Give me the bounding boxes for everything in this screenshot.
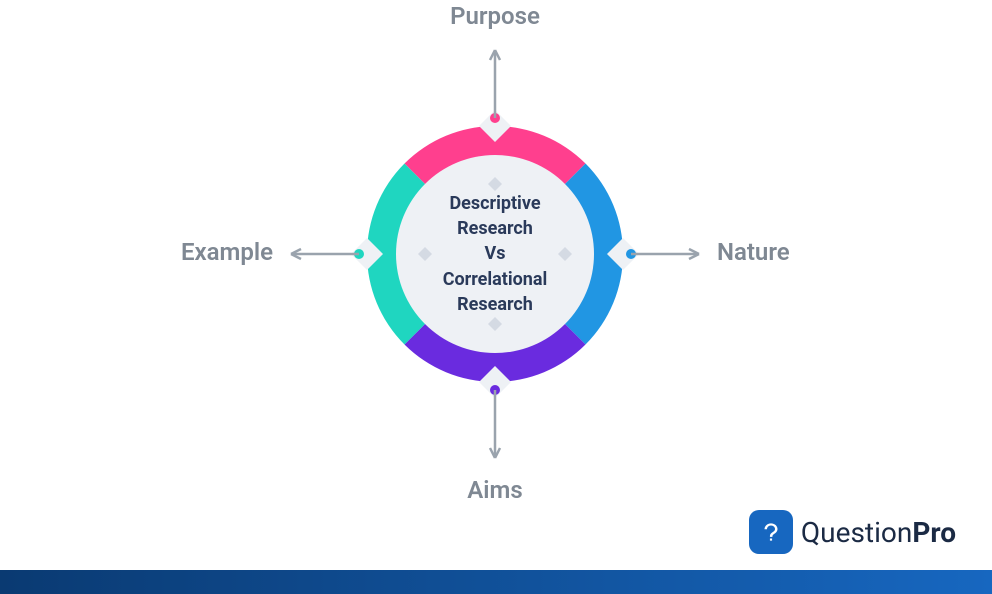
logo-text-bold: Pro xyxy=(912,516,956,549)
arrow-left xyxy=(281,244,369,264)
center-line-4: Correlational xyxy=(443,267,548,292)
question-mark-icon xyxy=(758,519,784,545)
center-line-5: Research xyxy=(443,292,548,317)
label-example: Example xyxy=(181,238,273,266)
diamond-left xyxy=(418,247,432,261)
arrow-top xyxy=(485,40,505,128)
label-aims: Aims xyxy=(435,476,555,504)
bottom-bar xyxy=(0,570,992,594)
logo: QuestionPro xyxy=(749,510,956,554)
diamond-top xyxy=(488,177,502,191)
logo-text-regular: Question xyxy=(801,516,912,549)
label-purpose: Purpose xyxy=(435,2,555,30)
logo-text: QuestionPro xyxy=(801,516,956,549)
center-line-2: Research xyxy=(443,216,548,241)
diamond-bottom xyxy=(488,317,502,331)
logo-icon xyxy=(749,510,793,554)
center-line-1: Descriptive xyxy=(443,191,548,216)
label-nature: Nature xyxy=(717,238,790,266)
arrow-bottom xyxy=(485,380,505,468)
center-line-3: Vs xyxy=(443,241,548,266)
center-text: Descriptive Research Vs Correlational Re… xyxy=(443,191,548,317)
arrow-right xyxy=(621,244,709,264)
diamond-right xyxy=(558,247,572,261)
canvas: Descriptive Research Vs Correlational Re… xyxy=(0,0,992,594)
